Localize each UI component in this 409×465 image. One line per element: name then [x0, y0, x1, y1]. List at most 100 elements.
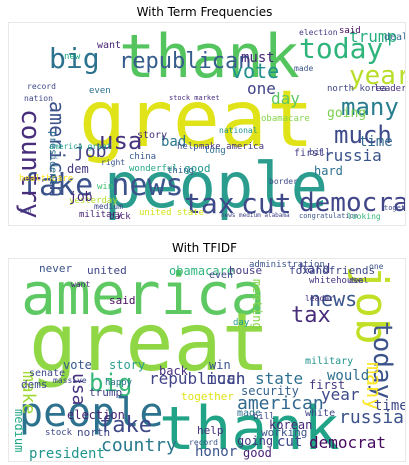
cloud-word: military: [79, 210, 123, 220]
cloud-word: administration: [249, 260, 325, 270]
cloud-word: white: [305, 408, 336, 419]
cloud-word: new: [64, 52, 81, 62]
cloud-word: security: [241, 384, 299, 398]
cloud-word: united state: [139, 208, 205, 218]
cloud-word: america great: [49, 142, 112, 151]
cloud-word: win: [209, 358, 231, 372]
cloud-word: first: [309, 378, 346, 392]
cloud-word: help: [197, 424, 224, 437]
cloud-word: republican: [149, 369, 246, 388]
cloud-word: never: [39, 262, 73, 275]
cloud-word: dem: [67, 162, 89, 176]
cloud-word: obamacare: [261, 114, 310, 124]
cloud-word: usa: [99, 127, 143, 155]
cloud-word: together: [181, 390, 234, 403]
cloud-word: fake news: [21, 168, 184, 203]
cloud-word: military: [305, 356, 354, 367]
cloud-word: america: [21, 260, 266, 328]
cloud-word: much: [207, 369, 246, 388]
cloud-word: leader: [374, 84, 406, 94]
cloud-word: united: [87, 264, 127, 277]
cloud-word: russia: [339, 407, 405, 428]
cloud-word: whitehouse: [309, 276, 364, 286]
cloud-word: stock market: [169, 94, 220, 102]
cloud-word: state: [255, 369, 304, 388]
cloud-word: president: [29, 446, 105, 462]
cloud-word: wonderful: [129, 164, 178, 174]
cloud-word: make america: [199, 142, 265, 152]
cloud-word: year: [349, 61, 406, 91]
cloud-word: day: [271, 89, 300, 108]
cloud-word: bill: [309, 148, 331, 158]
cloud-word: american: [237, 393, 324, 414]
cloud-word: deal: [349, 276, 369, 285]
word-cloud-tfidf: america great thank people job today news tax fa…: [8, 258, 406, 462]
cloud-word: country: [101, 435, 177, 456]
cloud-word: trump: [89, 386, 123, 399]
cloud-word: big: [89, 369, 133, 397]
cloud-word: thank: [119, 22, 300, 92]
cloud-word: hard: [314, 164, 343, 178]
cloud-word: happy: [105, 378, 133, 388]
cloud-word: meeting: [250, 279, 264, 330]
cloud-word: country: [15, 109, 45, 219]
cloud-word: cut: [277, 434, 303, 450]
cloud-word: win: [97, 182, 114, 192]
cloud-word: medium: [12, 409, 26, 453]
cloud-word: hard: [299, 262, 331, 277]
cloud-word: year: [321, 385, 360, 404]
cloud-word: vote: [231, 59, 280, 83]
cloud-word: job: [69, 190, 93, 205]
cloud-word: looking: [347, 212, 381, 221]
cloud-word: today: [299, 32, 384, 65]
cloud-word: news: [309, 287, 358, 311]
cloud-word: good: [243, 446, 272, 460]
cloud-word: obamacare: [169, 264, 235, 278]
cloud-word: one: [369, 262, 384, 271]
cloud-word: would: [327, 368, 370, 384]
cloud-word: bad: [161, 134, 187, 150]
cloud-word: people: [104, 149, 328, 222]
cloud-word: said: [339, 26, 361, 36]
cloud-word: democrat: [309, 433, 387, 452]
cloud-word: much: [334, 121, 392, 149]
cloud-word: going: [237, 434, 274, 448]
cloud-word: want: [97, 40, 122, 51]
cloud-word: story: [109, 358, 146, 372]
cloud-word: senate: [29, 368, 66, 379]
cloud-word: north korea: [327, 84, 387, 94]
cloud-word: national: [219, 126, 258, 135]
cloud-word: honor: [195, 444, 238, 460]
cloud-word: yesterday: [69, 196, 118, 206]
cloud-word: story: [137, 130, 168, 141]
cloud-word: made: [294, 64, 314, 73]
cloud-word: cut: [241, 187, 292, 220]
cloud-word: working: [261, 426, 308, 439]
cloud-word: want: [71, 280, 91, 289]
cloud-word: republican: [119, 49, 252, 74]
cloud-word: trump: [349, 27, 398, 46]
figure-tfidf: With TFIDF america great thank people job tod…: [0, 232, 409, 465]
cloud-word: dems: [21, 378, 48, 391]
cloud-word: big: [49, 42, 100, 75]
cloud-word: tax: [291, 303, 331, 328]
cloud-word: north: [77, 426, 111, 439]
cloud-word: bill: [253, 412, 275, 422]
cloud-word: great: [79, 75, 314, 165]
cloud-word: back: [159, 364, 188, 378]
cloud-word: election: [299, 28, 338, 37]
cloud-word: foxandfriends: [289, 264, 376, 277]
cloud-word: fake: [99, 413, 152, 438]
cloud-word: must: [241, 50, 275, 66]
cloud-word: day: [233, 318, 250, 328]
cloud-word: going: [327, 106, 367, 121]
cloud-word: tax: [184, 187, 235, 220]
cloud-word: house: [229, 264, 263, 277]
cloud-word: made: [237, 408, 262, 419]
cloud-word: many: [341, 93, 399, 121]
cloud-word: help: [177, 142, 199, 152]
cloud-word: korean: [269, 418, 313, 432]
cloud-word: deal: [384, 32, 406, 43]
cloud-word: job: [74, 141, 107, 162]
cloud-word: healthcare: [19, 174, 74, 184]
